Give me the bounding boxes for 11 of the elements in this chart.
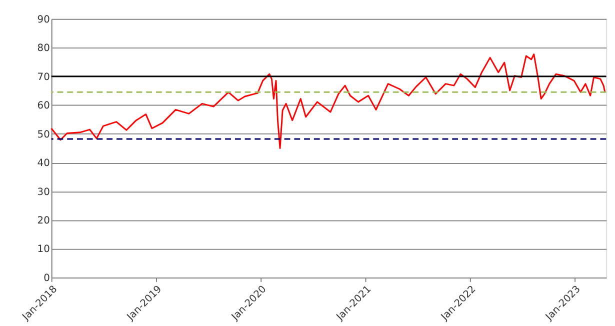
y-tick-label: 80 xyxy=(37,43,50,54)
y-tick-label: 60 xyxy=(37,100,50,112)
y-tick-label: 20 xyxy=(37,216,50,227)
y-tick-label: 0 xyxy=(44,272,50,284)
y-tick-label: 10 xyxy=(37,244,50,256)
y-tick-label: 90 xyxy=(37,14,50,26)
y-tick-label: 40 xyxy=(37,158,50,170)
y-tick-label: 30 xyxy=(37,186,50,198)
y-tick-label: 70 xyxy=(37,72,50,83)
y-tick-label: 50 xyxy=(37,129,50,140)
line-series xyxy=(50,53,606,149)
